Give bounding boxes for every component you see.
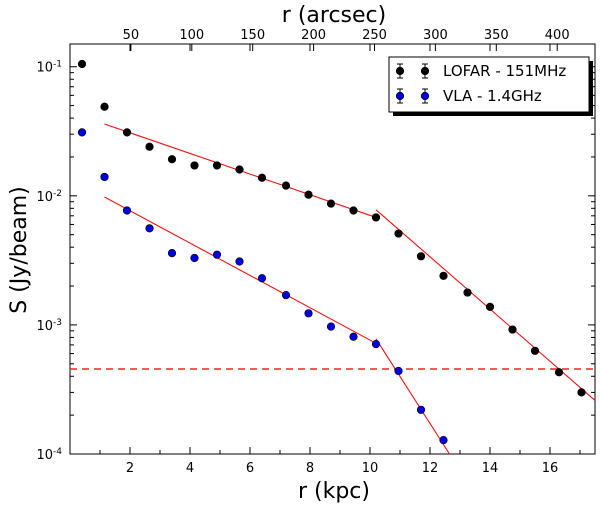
lofar-point [77, 59, 87, 69]
lofar-point [167, 155, 177, 164]
lofar-point [463, 288, 472, 297]
vla-point [100, 172, 109, 182]
top-tick-label: 400 [545, 28, 570, 43]
vla-point [304, 309, 313, 318]
lofar-point [100, 102, 109, 111]
top-axis-title: r (arcsec) [282, 3, 386, 28]
vla-point [416, 405, 426, 414]
x-tick-label: 16 [542, 461, 559, 476]
top-tick-label: 100 [179, 28, 204, 43]
legend-marker-vla [420, 91, 430, 101]
y-tick-labels: 10-1 10-2 10-3 10-4 [36, 60, 62, 463]
fit-line-3 [104, 196, 377, 344]
vla-point [394, 366, 403, 376]
x-tick-label: 6 [246, 461, 254, 476]
lofar-point [235, 165, 244, 174]
lofar-point [281, 181, 291, 190]
vla-point [212, 250, 222, 259]
legend-label-vla: VLA - 1.4GHz [443, 87, 542, 105]
legend-label-lofar: LOFAR - 151MHz [443, 62, 566, 80]
lofar-point [394, 229, 403, 238]
vla-point [439, 436, 448, 445]
lofar-point [416, 252, 426, 261]
legend-marker-lofar [420, 66, 430, 76]
vla-point [281, 291, 291, 300]
top-tick-label: 200 [301, 28, 326, 43]
lofar-point [145, 142, 154, 151]
lofar-point [304, 190, 313, 199]
x-tick-label: 10 [362, 461, 379, 476]
lofar-point [485, 302, 495, 311]
y-axis-title: S (Jy/beam) [7, 186, 32, 313]
y-tick-label: 10-4 [36, 447, 62, 463]
top-tick-label: 50 [123, 28, 140, 43]
legend: LOFAR - 151MHz VLA - 1.4GHz [388, 56, 593, 116]
x-tick-label: 14 [482, 461, 499, 476]
y-tick-label: 10-3 [36, 318, 62, 334]
legend-marker-vla [395, 91, 405, 101]
vla-point [122, 206, 132, 215]
lofar-point [212, 161, 222, 170]
plot-frame [69, 43, 596, 455]
x-tick-labels: 2 4 6 8 10 12 14 16 [126, 461, 558, 476]
vla-point [257, 274, 267, 283]
x-tick-label: 2 [126, 461, 134, 476]
fit-lines-group [104, 123, 596, 455]
lofar-point [257, 173, 267, 182]
vla-point [349, 332, 358, 341]
y-tick-label: 10-1 [36, 60, 62, 76]
x-tick-label: 8 [306, 461, 314, 476]
x-tick-label: 4 [186, 461, 194, 476]
lofar-point [508, 325, 517, 334]
legend-marker-lofar [395, 66, 405, 76]
x-axis-title: r (kpc) [298, 479, 370, 504]
vla-point [145, 224, 154, 233]
vla-point [77, 128, 87, 137]
top-tick-label: 350 [484, 28, 509, 43]
x-tick-label: 12 [422, 461, 439, 476]
lofar-point [530, 346, 540, 355]
axis-ticks [70, 44, 595, 455]
lofar-point [326, 199, 336, 208]
lofar-point [122, 128, 132, 137]
lofar-point [190, 161, 199, 170]
vla-point [167, 248, 177, 258]
lofar-point [349, 206, 358, 215]
vla-point [326, 322, 336, 331]
top-x-tick-labels: 50 100 150 200 250 300 350 400 [123, 28, 570, 43]
top-tick-label: 250 [362, 28, 387, 43]
lofar-point [439, 271, 448, 280]
fit-line-4 [375, 338, 450, 455]
lofar-point [577, 388, 586, 397]
lofar-point [371, 213, 381, 222]
lofar-point [554, 368, 564, 377]
top-tick-label: 300 [423, 28, 448, 43]
top-tick-label: 150 [240, 28, 265, 43]
data-points-group [77, 59, 586, 445]
vla-point [190, 253, 199, 263]
vla-point [371, 340, 381, 349]
y-tick-label: 10-2 [36, 189, 62, 205]
vla-point [235, 257, 244, 266]
